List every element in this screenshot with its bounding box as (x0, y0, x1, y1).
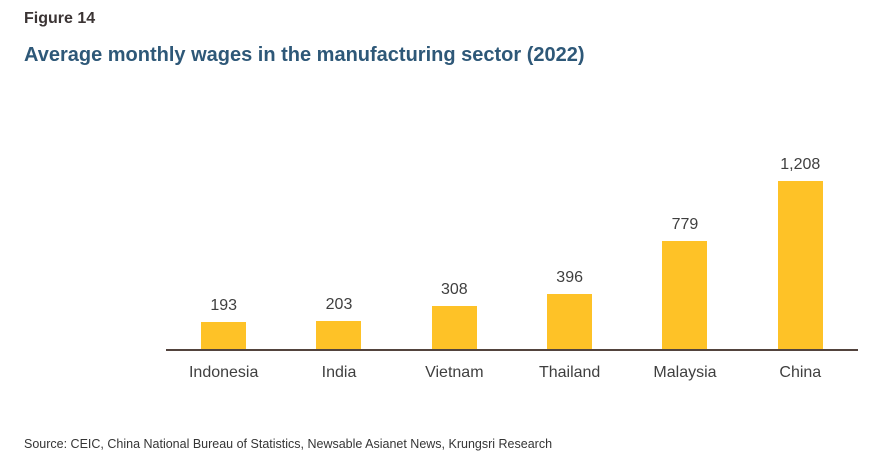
chart-title: Average monthly wages in the manufacturi… (24, 44, 585, 66)
bar (316, 320, 362, 349)
bar-group: 396 (512, 155, 627, 349)
bar-group: 308 (397, 155, 512, 349)
bar-value-label: 308 (440, 281, 468, 299)
bar-value-label: 1,208 (780, 156, 821, 173)
bar-category-label: Indonesia (188, 364, 259, 381)
bar-category-label: China (779, 364, 822, 381)
bar-group: 193 (166, 155, 281, 349)
bar-value-label: 779 (671, 215, 699, 233)
bar-group: 1,208 (743, 155, 858, 349)
bar (547, 293, 593, 349)
bar-category-label: Thailand (538, 364, 601, 381)
chart-plot-area: 193 203 308 396 779 1,208 (166, 155, 858, 351)
bar-value-label: 396 (556, 268, 583, 286)
bar (662, 240, 708, 349)
bar-category-label: India (321, 364, 357, 381)
bar (201, 322, 247, 349)
bar-group: 203 (281, 155, 396, 349)
bar-category-label: Vietnam (425, 364, 484, 381)
bar-chart: 193 203 308 396 779 1,208 Indonesia India Vietn… (166, 155, 858, 382)
bar-value-label: 193 (210, 297, 238, 315)
bar (777, 181, 823, 349)
chart-category-axis: Indonesia India Vietnam Thailand Malaysia Chi… (166, 351, 858, 382)
bar-group: 779 (627, 155, 742, 349)
bar-value-label: 203 (325, 295, 353, 313)
source-note: Source: CEIC, China National Bureau of S… (24, 437, 553, 451)
figure-label: Figure 14 (24, 10, 96, 27)
bar-category-label: Malaysia (653, 364, 717, 381)
bar (431, 306, 477, 349)
